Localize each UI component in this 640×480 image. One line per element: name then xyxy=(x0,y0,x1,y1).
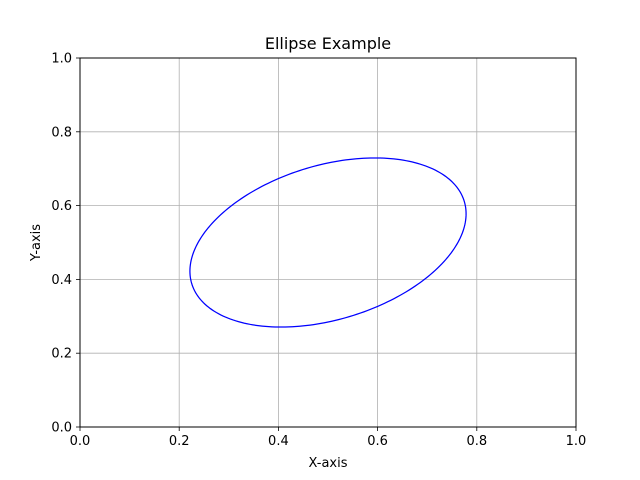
x-tick-label: 1.0 xyxy=(566,434,587,449)
y-tick-label: 0.6 xyxy=(51,199,72,214)
plot-frame xyxy=(79,57,577,428)
y-ticks: 0.0 0.2 0.4 0.6 0.8 1.0 xyxy=(51,52,80,436)
y-tick-label: 1.0 xyxy=(51,52,72,67)
x-tick-label: 0.8 xyxy=(466,434,487,449)
plot-area xyxy=(80,58,576,427)
ellipse-series xyxy=(189,157,467,328)
x-tick-label: 0.2 xyxy=(169,434,190,449)
y-tick-label: 0.4 xyxy=(51,273,72,288)
x-tick-label: 0.6 xyxy=(367,434,388,449)
y-tick-label: 0.0 xyxy=(51,421,72,436)
y-tick-label: 0.8 xyxy=(51,125,72,140)
chart-title: Ellipse Example xyxy=(265,34,391,53)
x-axis-label: X-axis xyxy=(309,456,348,471)
x-tick-label: 0.0 xyxy=(70,434,91,449)
x-tick-label: 0.4 xyxy=(268,434,289,449)
y-tick-label: 0.2 xyxy=(51,347,72,362)
x-ticks: 0.0 0.2 0.4 0.6 0.8 1.0 xyxy=(70,427,587,449)
grid-lines xyxy=(79,57,577,428)
y-axis-label: Y-axis xyxy=(29,224,44,262)
